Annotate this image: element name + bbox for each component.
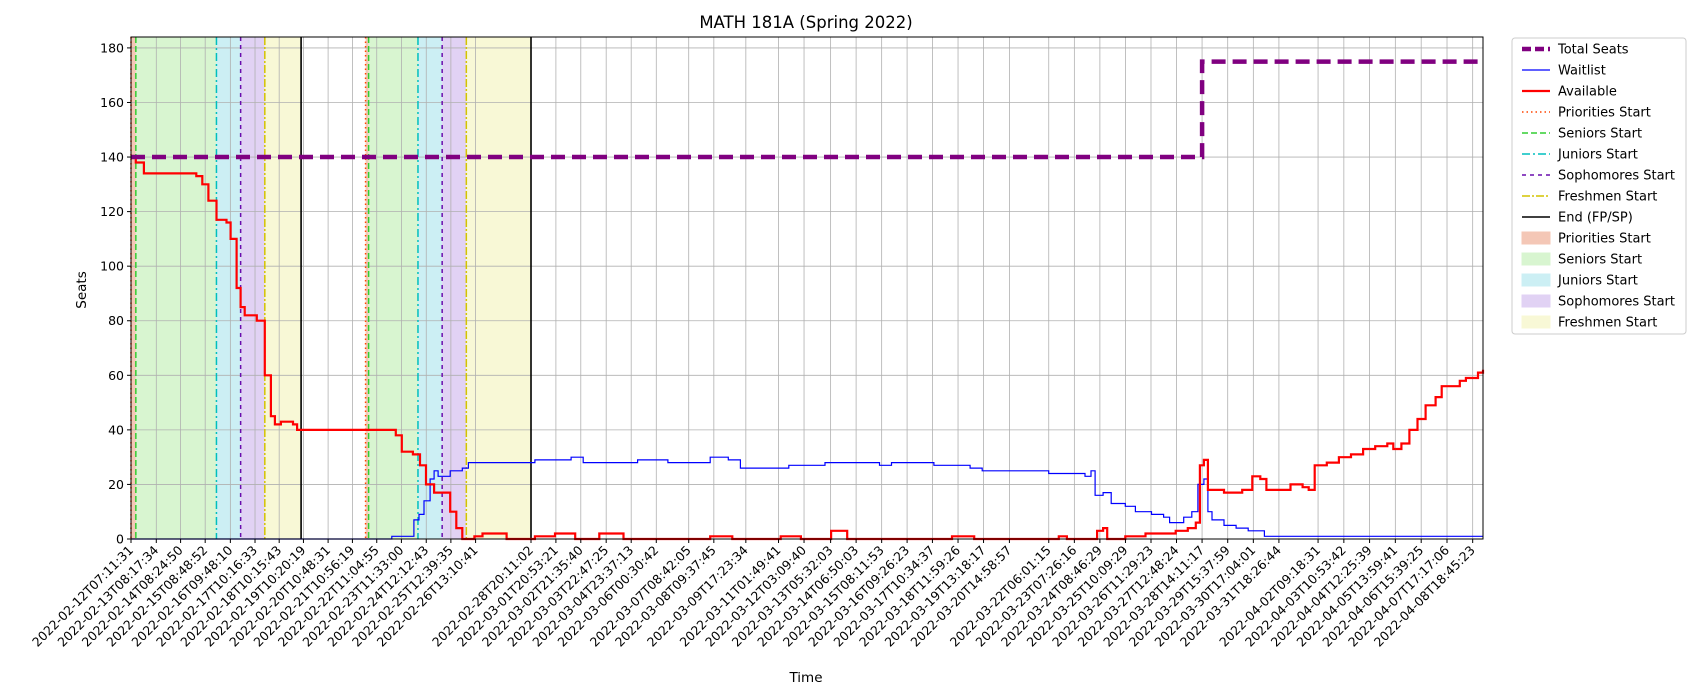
legend-label-juniors-start: Juniors Start xyxy=(1557,148,1638,163)
legend: Total Seats Waitlist Available Priorities S… xyxy=(1511,37,1687,335)
span-freshmen-start xyxy=(264,37,302,539)
legend-box xyxy=(1511,37,1687,335)
legend-label-waitlist: Waitlist xyxy=(1558,64,1606,79)
series-available xyxy=(131,155,1485,541)
series-total-seats xyxy=(131,59,1483,160)
legend-label-sophomores-start: Sophomores Start xyxy=(1558,169,1675,184)
y-tick-label: 0 xyxy=(116,532,124,547)
span-seniors-start xyxy=(368,37,418,539)
span-priorities-start xyxy=(131,37,136,539)
legend-label-seniors-start: Seniors Start xyxy=(1558,127,1642,142)
y-axis: 0 20 40 60 80 100 120 140 160 180 xyxy=(100,40,131,547)
legend-label-priorities-start: Priorities Start xyxy=(1558,106,1651,121)
series-lines xyxy=(131,59,1485,541)
legend-patch-juniors-start xyxy=(1521,273,1551,287)
span-sophomores-start xyxy=(240,37,265,539)
legend-label-freshmen-start: Freshmen Start xyxy=(1558,190,1657,205)
x-axis-title: Time xyxy=(788,670,822,686)
legend-label-end-fp-sp: End (FP/SP) xyxy=(1558,211,1633,226)
span-freshmen-start xyxy=(466,37,532,539)
y-tick-label: 180 xyxy=(100,40,124,55)
span-seniors-start xyxy=(135,37,217,539)
plot-frame xyxy=(130,36,1484,540)
legend-patch-freshmen-start xyxy=(1521,315,1551,329)
legend-patch-sophomores-start xyxy=(1521,294,1551,308)
legend-label-seniors-start: Seniors Start xyxy=(1558,253,1642,268)
legend-label-freshmen-start: Freshmen Start xyxy=(1558,316,1657,331)
series-waitlist xyxy=(131,456,1483,540)
legend-label-available: Available xyxy=(1558,85,1617,100)
legend-patch-seniors-start xyxy=(1521,252,1551,266)
y-tick-label: 60 xyxy=(108,368,124,383)
y-tick-label: 80 xyxy=(108,313,124,328)
y-tick-label: 120 xyxy=(100,204,124,219)
legend-patch-priorities-start xyxy=(1521,231,1551,245)
y-tick-label: 100 xyxy=(100,259,124,274)
y-tick-label: 40 xyxy=(108,422,124,437)
legend-label-juniors-start: Juniors Start xyxy=(1557,274,1638,289)
chart-title: MATH 181A (Spring 2022) xyxy=(699,13,912,32)
legend-label-priorities-start: Priorities Start xyxy=(1558,232,1651,247)
y-tick-label: 20 xyxy=(108,477,124,492)
span-sophomores-start xyxy=(442,37,467,539)
y-tick-label: 160 xyxy=(100,95,124,110)
legend-label-sophomores-start: Sophomores Start xyxy=(1558,295,1675,310)
span-priorities-start xyxy=(365,37,369,539)
legend-label-total-seats: Total Seats xyxy=(1557,43,1629,58)
phase-spans xyxy=(131,37,532,539)
y-axis-title: Seats xyxy=(74,271,90,308)
phase-lines xyxy=(130,37,532,539)
y-tick-label: 140 xyxy=(100,150,124,165)
span-juniors-start xyxy=(417,37,443,539)
